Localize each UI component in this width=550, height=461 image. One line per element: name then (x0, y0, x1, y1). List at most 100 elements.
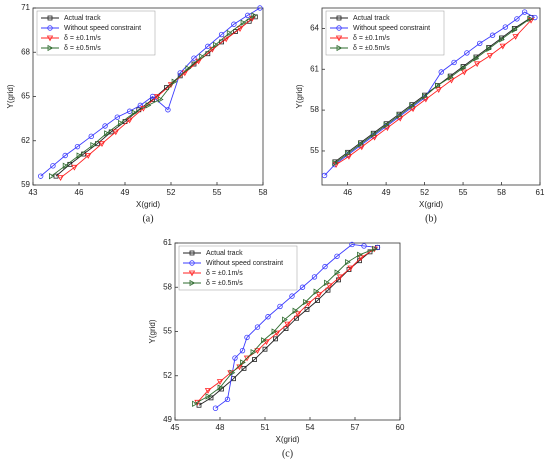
y-tick-label: 58 (310, 105, 319, 114)
marker (189, 250, 195, 256)
marker (244, 12, 251, 19)
marker (261, 337, 267, 344)
marker (145, 102, 152, 109)
marker (62, 162, 69, 170)
marker (98, 141, 106, 148)
marker (299, 284, 306, 290)
marker (486, 53, 494, 59)
marker (345, 150, 351, 157)
marker (212, 405, 219, 411)
marker (460, 64, 467, 72)
y-tick-label: 55 (310, 146, 319, 155)
x-tick-label: 46 (343, 188, 352, 197)
x-tick-label: 49 (382, 188, 391, 197)
marker (361, 243, 367, 249)
marker (231, 21, 237, 27)
marker (409, 102, 416, 110)
marker (502, 24, 509, 30)
marker (189, 260, 195, 266)
marker (489, 32, 496, 38)
marker (50, 163, 56, 169)
x-axis-label: X(grid) (136, 200, 160, 209)
marker (499, 43, 506, 50)
marker (47, 44, 54, 52)
marker (334, 269, 341, 276)
marker (167, 82, 175, 89)
marker (289, 293, 295, 299)
x-tick-label: 52 (167, 188, 176, 197)
marker (240, 359, 246, 366)
x-tick-label: 55 (459, 188, 468, 197)
marker (254, 324, 261, 330)
marker (213, 41, 219, 49)
marker (118, 119, 124, 127)
caption: (b) (425, 213, 437, 224)
y-tick-label: 55 (163, 327, 172, 336)
marker (114, 114, 121, 120)
marker (192, 400, 198, 407)
marker (303, 298, 309, 306)
chart: 46 49 52 55 58 61 55 58 61 64 X(grid) Y(grid) (b) Act… (295, 7, 545, 224)
marker (438, 69, 444, 75)
marker (74, 143, 81, 150)
marker (294, 311, 302, 318)
marker (236, 26, 244, 32)
marker (370, 131, 377, 138)
x-tick-label: 43 (29, 188, 38, 197)
marker (191, 61, 197, 67)
marker (486, 45, 493, 53)
legend-label: δ = ±0.1m/s (64, 35, 101, 42)
marker (396, 112, 403, 119)
marker (47, 25, 53, 31)
marker (305, 301, 312, 307)
marker (514, 16, 520, 22)
marker (332, 160, 339, 167)
marker (374, 244, 381, 251)
x-tick-label: 51 (261, 423, 270, 432)
marker (265, 314, 271, 320)
x-axis-label: X(grid) (275, 435, 299, 444)
marker (521, 9, 528, 15)
marker (85, 153, 92, 159)
marker (57, 175, 64, 181)
marker (196, 402, 202, 408)
x-tick-label: 49 (121, 188, 130, 197)
legend-label: Actual track (206, 250, 243, 257)
marker (205, 393, 212, 400)
marker (188, 270, 196, 277)
y-tick-label: 62 (21, 136, 30, 145)
marker (252, 357, 257, 362)
marker (499, 36, 505, 43)
legend-label: δ = ±0.5m/s (64, 45, 101, 52)
y-tick-label: 68 (21, 47, 30, 56)
x-tick-label: 55 (213, 188, 222, 197)
series-line (197, 248, 375, 403)
marker (435, 82, 441, 89)
marker (232, 29, 238, 35)
legend-label: Without speed constraint (353, 25, 430, 32)
marker (322, 263, 328, 270)
legend-label: Without speed constraint (64, 25, 141, 32)
marker (223, 36, 230, 43)
marker (199, 53, 205, 60)
y-tick-label: 71 (21, 3, 30, 12)
marker (336, 44, 343, 52)
marker (315, 298, 320, 303)
x-tick-label: 45 (171, 423, 180, 432)
y-axis-label: Y(grid) (148, 319, 157, 343)
marker (477, 40, 483, 47)
marker (304, 306, 310, 312)
marker (262, 346, 268, 352)
x-tick-label: 48 (216, 423, 225, 432)
marker (205, 43, 211, 50)
legend-label: δ = ±0.5m/s (353, 45, 390, 52)
marker (336, 15, 342, 21)
series-line (51, 15, 255, 177)
series-line (334, 18, 531, 164)
marker (150, 97, 156, 102)
marker (473, 61, 481, 68)
marker (435, 87, 442, 94)
marker (292, 307, 299, 315)
plot-frame (321, 7, 541, 186)
legend-label: Actual track (353, 15, 390, 22)
